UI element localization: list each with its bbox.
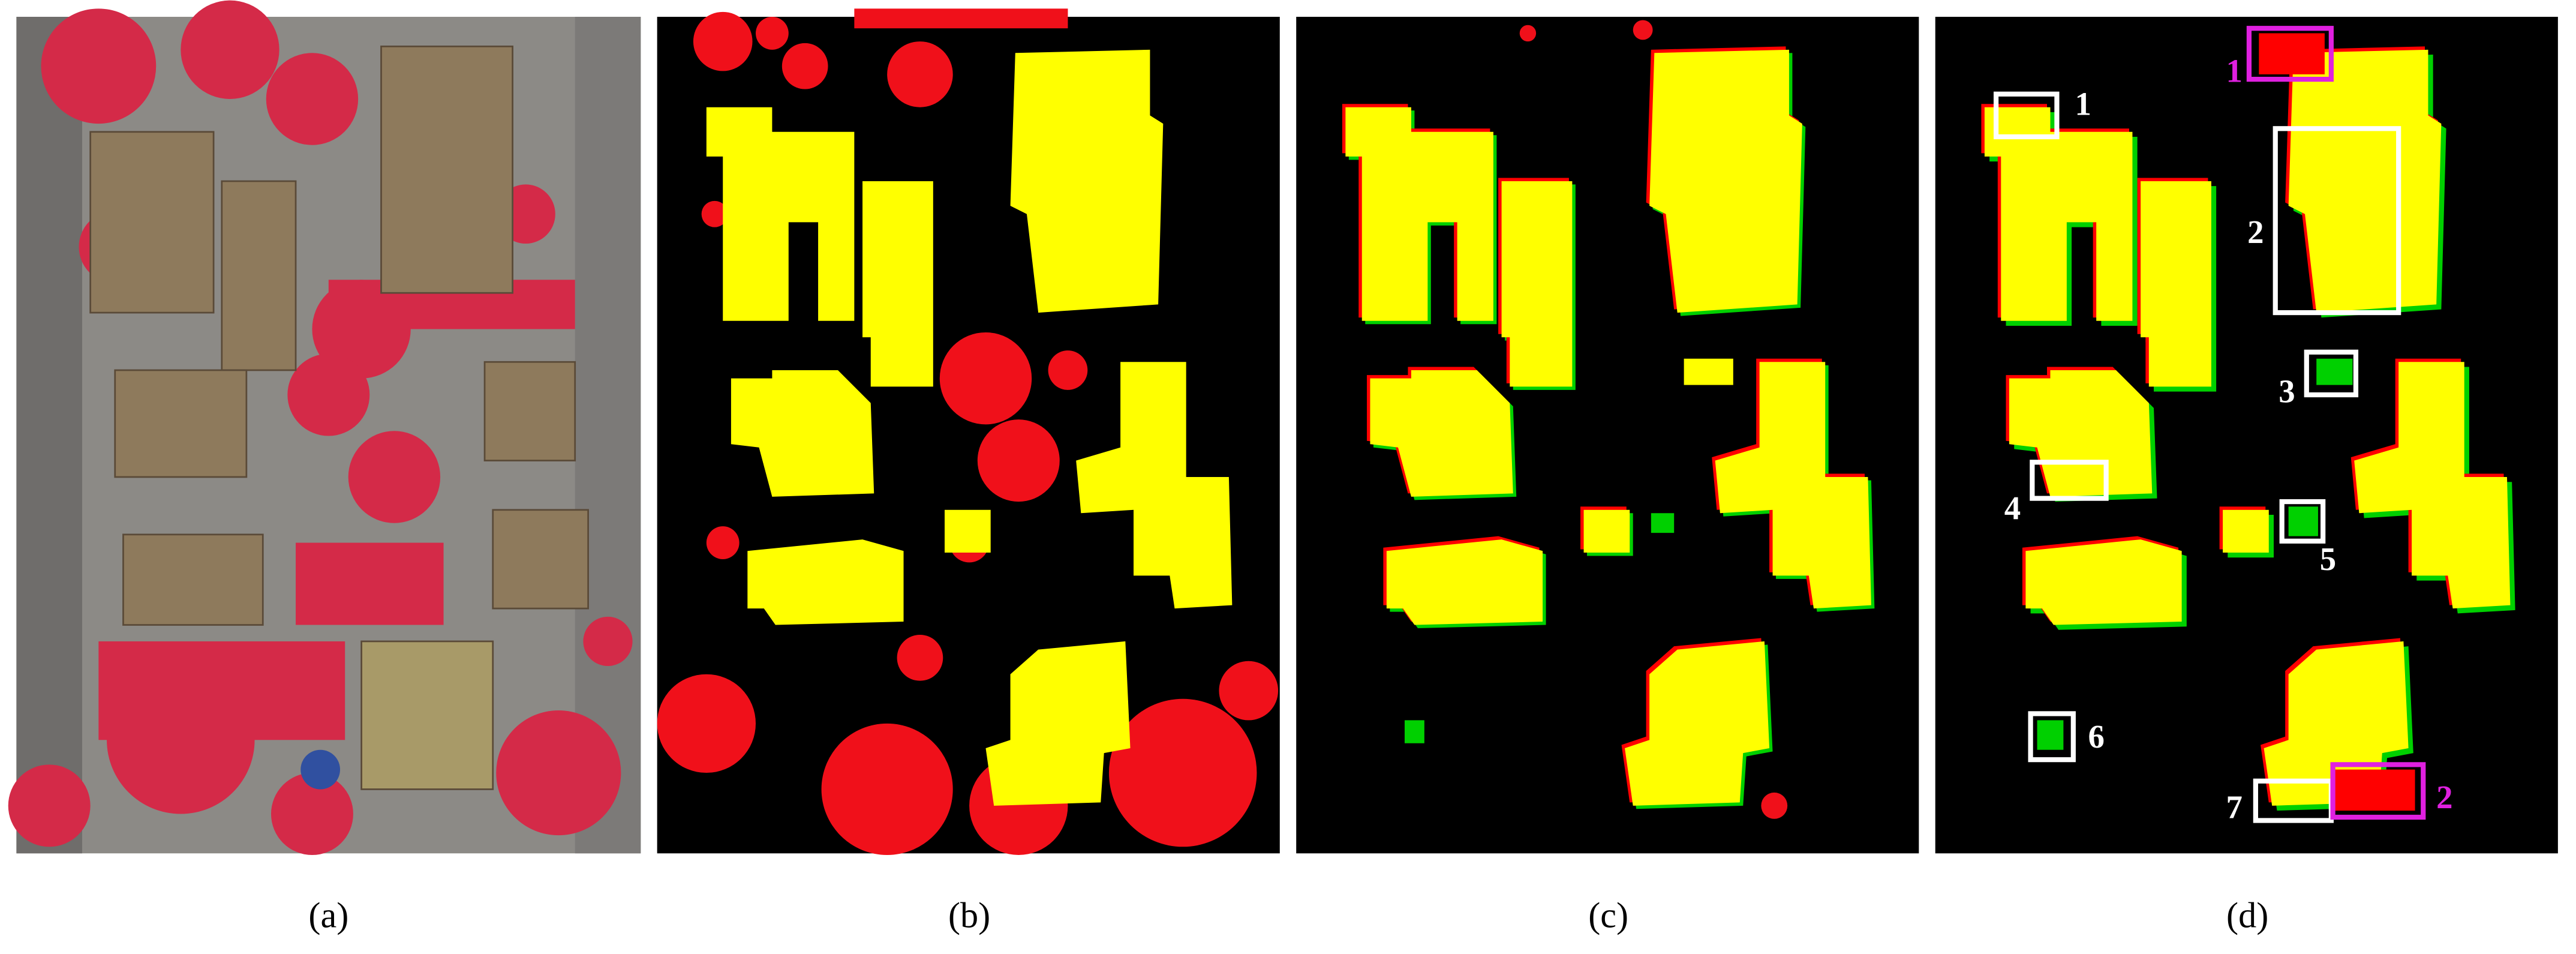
region-blob <box>8 764 91 847</box>
region-blob <box>41 8 157 124</box>
region-blob <box>939 332 1032 425</box>
region-blob <box>266 53 359 145</box>
shape <box>221 180 297 371</box>
shape <box>360 640 494 790</box>
shape <box>98 641 345 740</box>
region-blob <box>181 0 279 99</box>
shape <box>575 17 641 854</box>
aerial-image <box>8 0 641 856</box>
shape <box>2330 762 2426 820</box>
panel-caption: (c) <box>1588 896 1628 936</box>
region-blob <box>977 419 1060 502</box>
shape <box>483 361 576 461</box>
shape <box>492 509 589 610</box>
region-blob <box>1519 25 1537 42</box>
region-blob <box>756 17 789 50</box>
region-blob <box>1219 661 1279 721</box>
panel-caption: (a) <box>308 896 348 936</box>
shape <box>122 533 264 626</box>
region-blob <box>1048 350 1088 390</box>
shape <box>2259 33 2325 74</box>
region-blob <box>781 43 828 89</box>
result-panel-c <box>1296 17 1919 854</box>
region-blob <box>300 749 341 790</box>
region-blob <box>1761 792 1788 819</box>
shape <box>1684 358 1733 385</box>
panel-caption: (d) <box>2226 896 2268 936</box>
shape <box>2030 460 2109 501</box>
annotation-number: 1 <box>2075 85 2091 122</box>
region-blob <box>287 353 370 436</box>
annotation-number: 7 <box>2226 789 2243 826</box>
shape <box>2304 349 2359 398</box>
layer <box>89 45 589 790</box>
region-blob <box>348 431 441 523</box>
annotation-number: 5 <box>2320 541 2336 577</box>
shape <box>2037 720 2064 750</box>
annotation-number: 4 <box>2004 490 2021 526</box>
annotation-number: 1 <box>2226 52 2243 89</box>
annotation-number: 2 <box>2247 214 2264 250</box>
region-blob <box>821 723 953 856</box>
layer <box>1519 20 1788 819</box>
region-blob <box>496 710 621 836</box>
shape <box>114 369 248 478</box>
region-blob <box>583 616 633 667</box>
region-blob <box>693 11 753 71</box>
shape <box>16 17 82 854</box>
region-blob <box>1633 20 1653 40</box>
shape <box>380 45 513 294</box>
shape <box>2332 769 2415 811</box>
shape <box>89 131 215 314</box>
region-blob <box>706 526 740 559</box>
shape <box>854 8 1068 29</box>
shape <box>2279 499 2326 544</box>
shape <box>2288 506 2318 536</box>
region-blob <box>887 41 953 107</box>
shape <box>2273 126 2401 316</box>
layer <box>2246 26 2426 820</box>
annotation-number: 6 <box>2088 718 2104 755</box>
annotation-number: 3 <box>2279 373 2295 410</box>
shape <box>296 542 444 625</box>
region-blob <box>657 674 756 773</box>
shape <box>1404 720 1424 743</box>
shape <box>2316 358 2353 385</box>
result-panel-b <box>657 8 1280 856</box>
shape <box>2028 711 2076 763</box>
panel-caption: (b) <box>948 896 990 936</box>
region-blob <box>270 773 353 856</box>
shape <box>2246 26 2334 82</box>
annotation-number: 2 <box>2436 779 2452 815</box>
shape <box>1651 513 1675 533</box>
region-blob <box>1108 698 1257 847</box>
region-blob <box>897 634 943 681</box>
region-blob <box>701 200 728 227</box>
shape <box>1993 91 2060 140</box>
result-panel-d: 1 2 3 4 5 6 7 1 2 <box>1935 17 2558 854</box>
